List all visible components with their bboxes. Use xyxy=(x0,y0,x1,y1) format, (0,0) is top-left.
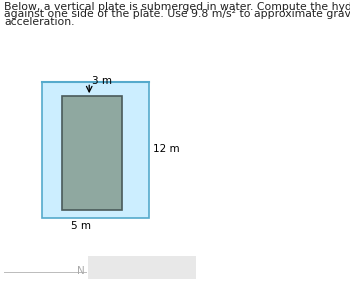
Bar xyxy=(42,82,149,218)
Text: against one side of the plate. Use 9.8 m/s² to approximate gravitational: against one side of the plate. Use 9.8 m… xyxy=(4,9,350,19)
Bar xyxy=(88,256,196,279)
Text: 3 m: 3 m xyxy=(92,76,112,86)
Text: Below, a vertical plate is submerged in water. Compute the hydrostatic force: Below, a vertical plate is submerged in … xyxy=(4,2,350,12)
Text: 12 m: 12 m xyxy=(153,145,180,154)
Text: acceleration.: acceleration. xyxy=(4,17,75,27)
Text: N: N xyxy=(77,267,85,276)
Text: 5 m: 5 m xyxy=(71,221,91,231)
Bar xyxy=(62,96,121,210)
